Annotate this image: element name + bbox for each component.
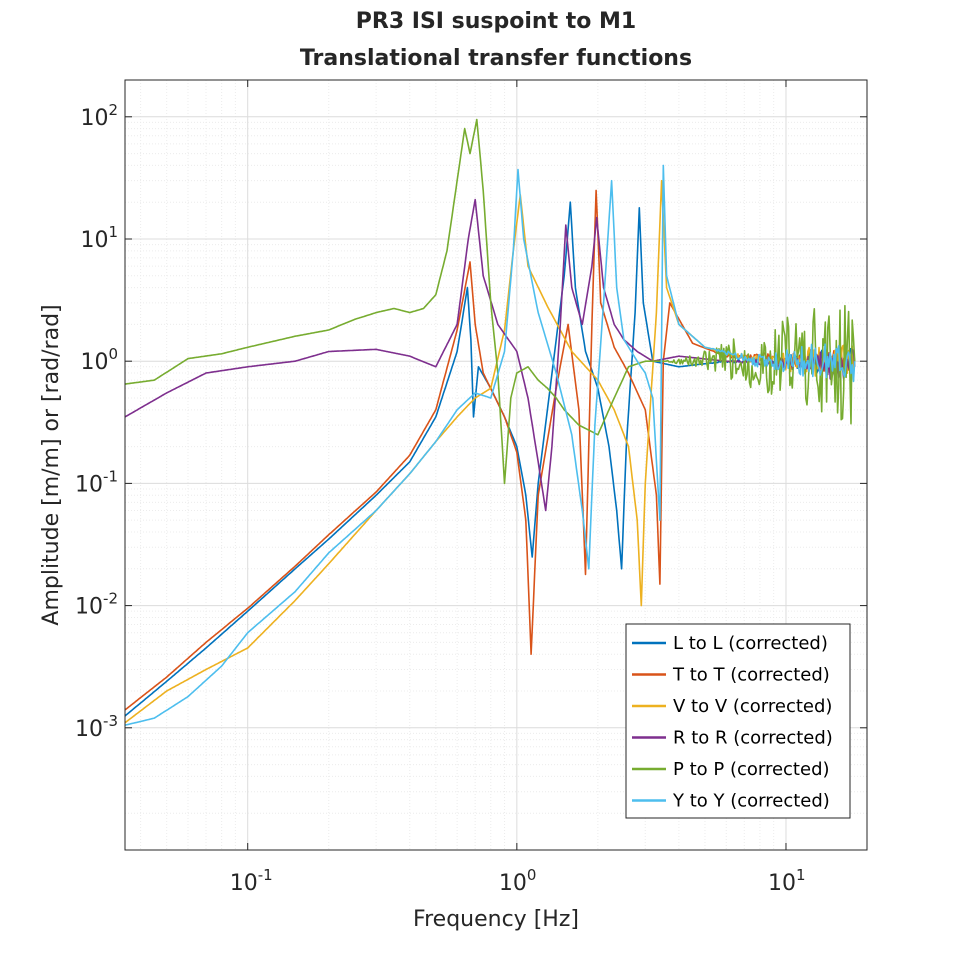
chart-subtitle: Translational transfer functions xyxy=(300,46,692,71)
ticks: 10-1 100 101 10-3 10-2 10-1 100 101 102 xyxy=(75,80,867,896)
y-tick-label: 10-2 xyxy=(75,590,118,620)
y-tick-label: 102 xyxy=(80,101,118,131)
series-line-5 xyxy=(124,118,856,485)
chart-title: PR3 ISI suspoint to M1 xyxy=(356,9,637,34)
x-tick-label: 10-1 xyxy=(230,866,273,896)
y-tick-label: 10-1 xyxy=(75,467,118,497)
legend-entry: T to T (corrected) xyxy=(672,665,830,686)
y-axis-label: Amplitude [m/m] or [rad/rad] xyxy=(39,304,64,625)
x-axis-label: Frequency [Hz] xyxy=(413,907,579,932)
series-group xyxy=(124,118,856,726)
legend-entry: R to R (corrected) xyxy=(673,728,833,749)
legend: L to L (corrected) T to T (corrected) V to… xyxy=(625,623,851,819)
x-tick-label: 101 xyxy=(768,866,806,896)
y-tick-label: 101 xyxy=(80,223,118,253)
legend-entry: P to P (corrected) xyxy=(673,759,830,780)
legend-entry: Y to Y (corrected) xyxy=(672,791,830,812)
legend-entry: V to V (corrected) xyxy=(673,696,832,717)
y-tick-label: 100 xyxy=(80,345,118,375)
x-tick-label: 100 xyxy=(499,866,537,896)
series-line-6 xyxy=(124,164,856,726)
y-tick-label: 10-3 xyxy=(75,712,118,742)
legend-entry: L to L (corrected) xyxy=(673,633,828,654)
legend-box xyxy=(625,623,851,819)
